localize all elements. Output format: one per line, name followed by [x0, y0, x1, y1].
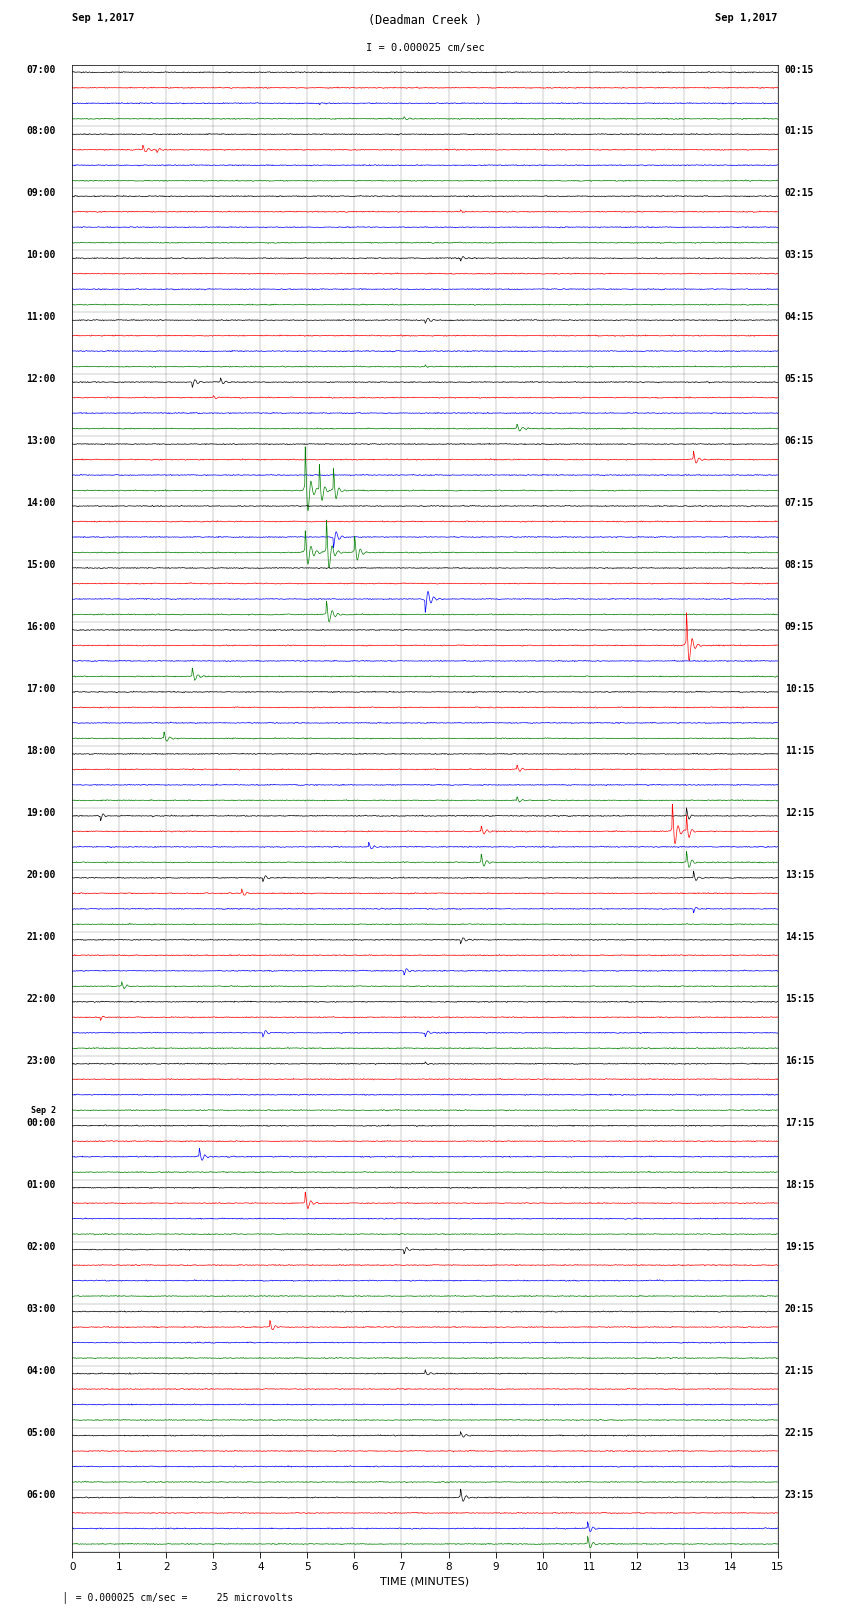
Text: 07:00: 07:00: [26, 65, 56, 74]
Text: 17:15: 17:15: [785, 1118, 814, 1127]
Text: 22:15: 22:15: [785, 1428, 814, 1437]
Text: (Deadman Creek ): (Deadman Creek ): [368, 15, 482, 27]
Text: Sep 1,2017: Sep 1,2017: [72, 13, 135, 23]
Text: 12:00: 12:00: [26, 374, 56, 384]
Text: 14:15: 14:15: [785, 932, 814, 942]
Text: 00:15: 00:15: [785, 65, 814, 74]
Text: 22:00: 22:00: [26, 994, 56, 1003]
Text: 06:00: 06:00: [26, 1490, 56, 1500]
Text: 11:15: 11:15: [785, 747, 814, 756]
Text: 13:00: 13:00: [26, 436, 56, 447]
Text: 01:15: 01:15: [785, 126, 814, 137]
Text: 17:00: 17:00: [26, 684, 56, 694]
Text: 19:00: 19:00: [26, 808, 56, 818]
Text: Sep 2: Sep 2: [31, 1105, 56, 1115]
Text: 21:00: 21:00: [26, 932, 56, 942]
Text: 08:15: 08:15: [785, 560, 814, 571]
Text: 15:15: 15:15: [785, 994, 814, 1003]
Text: I = 0.000025 cm/sec: I = 0.000025 cm/sec: [366, 42, 484, 53]
Text: 15:00: 15:00: [26, 560, 56, 571]
Text: 01:00: 01:00: [26, 1181, 56, 1190]
Text: 23:00: 23:00: [26, 1057, 56, 1066]
Text: 05:15: 05:15: [785, 374, 814, 384]
Text: 03:00: 03:00: [26, 1303, 56, 1315]
Text: 18:00: 18:00: [26, 747, 56, 756]
Text: 10:00: 10:00: [26, 250, 56, 260]
Text: 06:15: 06:15: [785, 436, 814, 447]
Text: 04:15: 04:15: [785, 313, 814, 323]
Text: ▏ = 0.000025 cm/sec =     25 microvolts: ▏ = 0.000025 cm/sec = 25 microvolts: [64, 1590, 293, 1603]
Text: 08:00: 08:00: [26, 126, 56, 137]
Text: 02:15: 02:15: [785, 189, 814, 198]
Text: 13:15: 13:15: [785, 869, 814, 881]
Text: 09:15: 09:15: [785, 623, 814, 632]
Text: 21:15: 21:15: [785, 1366, 814, 1376]
Text: 04:00: 04:00: [26, 1366, 56, 1376]
Text: Sep 1,2017: Sep 1,2017: [715, 13, 778, 23]
Text: 16:00: 16:00: [26, 623, 56, 632]
Text: 09:00: 09:00: [26, 189, 56, 198]
Text: 18:15: 18:15: [785, 1181, 814, 1190]
Text: 12:15: 12:15: [785, 808, 814, 818]
Text: 00:00: 00:00: [26, 1118, 56, 1127]
X-axis label: TIME (MINUTES): TIME (MINUTES): [381, 1576, 469, 1586]
Text: 10:15: 10:15: [785, 684, 814, 694]
Text: 20:00: 20:00: [26, 869, 56, 881]
Text: 16:15: 16:15: [785, 1057, 814, 1066]
Text: 14:00: 14:00: [26, 498, 56, 508]
Text: 07:15: 07:15: [785, 498, 814, 508]
Text: 11:00: 11:00: [26, 313, 56, 323]
Text: 03:15: 03:15: [785, 250, 814, 260]
Text: 05:00: 05:00: [26, 1428, 56, 1437]
Text: 19:15: 19:15: [785, 1242, 814, 1252]
Text: 20:15: 20:15: [785, 1303, 814, 1315]
Text: 23:15: 23:15: [785, 1490, 814, 1500]
Text: 02:00: 02:00: [26, 1242, 56, 1252]
